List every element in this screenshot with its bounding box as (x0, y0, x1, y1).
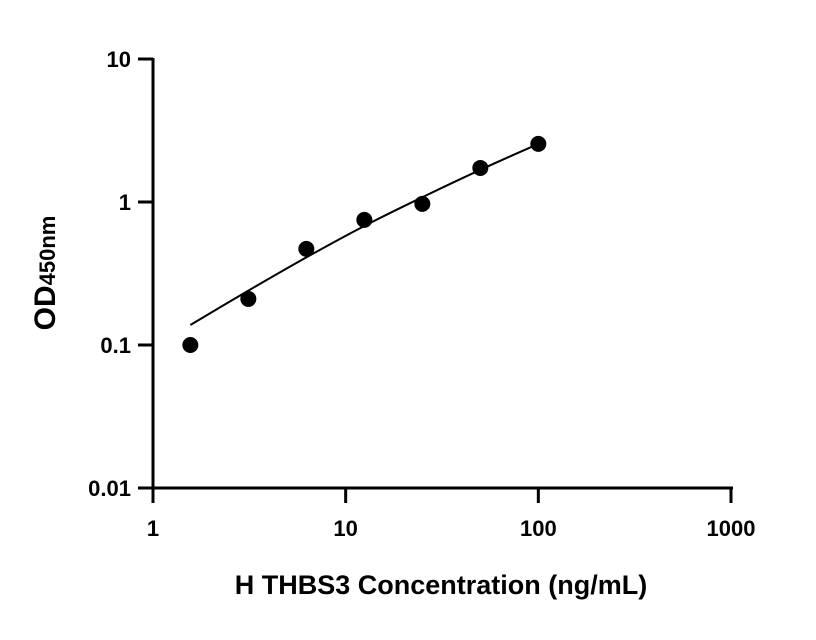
data-point (298, 240, 315, 257)
y-tick-label: 1 (119, 190, 131, 215)
y-axis-label: OD450nm (29, 216, 62, 331)
y-axis-label-main: OD (29, 285, 62, 330)
axes (151, 58, 733, 490)
y-tick-label: 0.01 (88, 476, 131, 501)
data-point (530, 135, 547, 152)
y-tick-label: 10 (107, 47, 131, 72)
data-point (356, 211, 373, 228)
data-point (414, 195, 431, 212)
data-point (472, 159, 489, 176)
x-tick-label: 10 (333, 516, 357, 541)
x-tick-label: 100 (520, 516, 557, 541)
x-tick-label: 1000 (707, 516, 756, 541)
x-tick-label: 1 (147, 516, 159, 541)
data-point (182, 337, 199, 353)
x-axis-label: H THBS3 Concentration (ng/mL) (235, 570, 648, 600)
data-point (240, 290, 257, 307)
y-axis-label-subscript: 450nm (35, 216, 60, 286)
y-tick-label: 0.1 (100, 333, 131, 358)
